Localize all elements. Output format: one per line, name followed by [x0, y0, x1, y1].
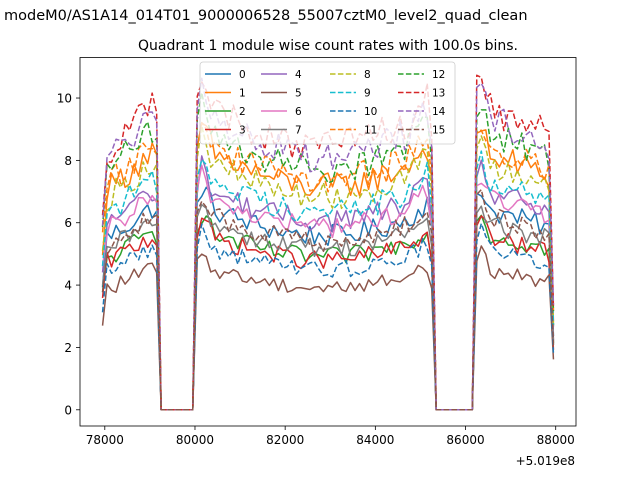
- legend-label-13: 13: [432, 88, 445, 100]
- x-offset-label: +5.019e8: [516, 454, 575, 468]
- legend-box: [199, 61, 456, 145]
- legend-label-6: 6: [295, 106, 302, 118]
- legend-label-12: 12: [432, 69, 445, 81]
- legend-label-3: 3: [239, 125, 246, 137]
- legend-label-0: 0: [239, 69, 246, 81]
- x-tick-label: 80000: [176, 433, 214, 447]
- x-tick-label: 84000: [356, 433, 394, 447]
- legend-label-14: 14: [432, 106, 446, 118]
- x-tick-label: 78000: [86, 433, 124, 447]
- legend-label-10: 10: [364, 106, 377, 118]
- x-tick-label: 86000: [446, 433, 484, 447]
- legend-label-8: 8: [364, 69, 371, 81]
- series-line-11: [101, 121, 555, 411]
- y-tick-label: 0: [64, 403, 72, 417]
- legend-label-15: 15: [432, 125, 445, 137]
- chart-title: Quadrant 1 module wise count rates with …: [138, 38, 518, 54]
- y-tick-label: 8: [64, 154, 72, 168]
- legend-label-2: 2: [239, 106, 246, 118]
- legend-label-7: 7: [295, 125, 302, 137]
- y-tick-label: 6: [64, 216, 72, 230]
- axes-frame: [79, 57, 577, 427]
- legend-label-11: 11: [364, 125, 377, 137]
- legend-label-5: 5: [295, 88, 302, 100]
- x-tick-label: 82000: [266, 433, 304, 447]
- y-tick-label: 2: [64, 341, 72, 355]
- legend-label-4: 4: [295, 69, 302, 81]
- legend-label-1: 1: [239, 88, 246, 100]
- x-axis: 78000 80000 82000 84000 86000 88000: [86, 426, 575, 447]
- y-axis: 0 2 4 6 8 10: [57, 92, 80, 417]
- y-tick-label: 4: [64, 279, 72, 293]
- series-line-15: [101, 188, 555, 411]
- figure-suptitle: Run file: modeM0/AS1A14_014T01_900000652…: [0, 8, 528, 24]
- legend-label-9: 9: [364, 88, 371, 100]
- series-line-12: [101, 91, 555, 411]
- x-tick-label: 88000: [537, 433, 575, 447]
- y-tick-label: 10: [57, 92, 72, 106]
